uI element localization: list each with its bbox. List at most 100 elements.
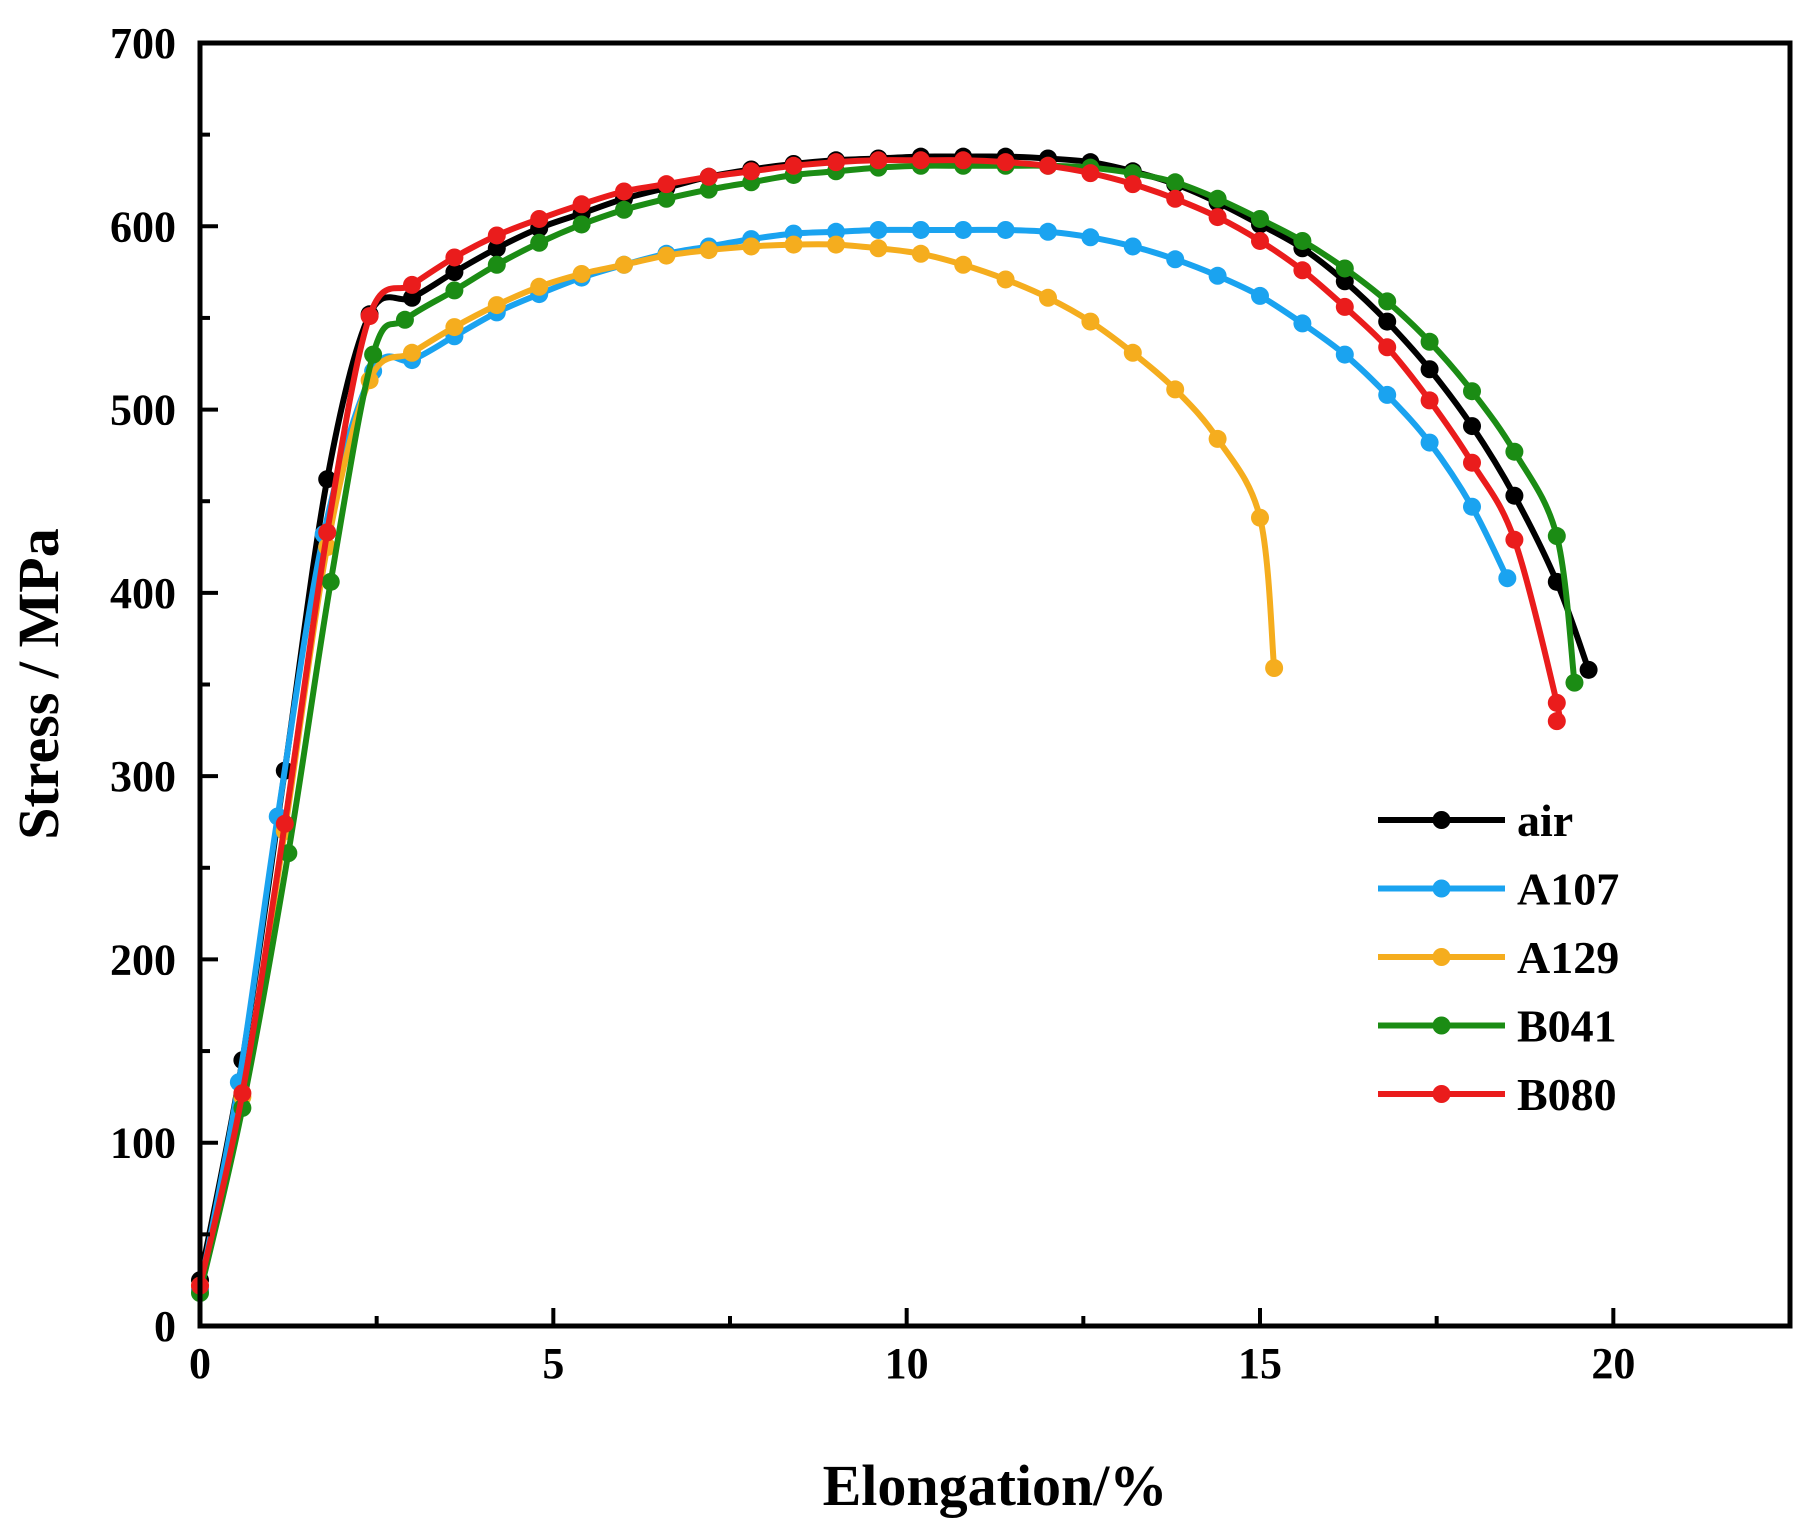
x-tick-label: 15 bbox=[1238, 1339, 1282, 1388]
data-point-a107 bbox=[954, 220, 973, 239]
data-point-air bbox=[1335, 272, 1354, 291]
data-point-b041 bbox=[657, 189, 676, 208]
legend-item-air: air bbox=[1378, 795, 1573, 846]
x-tick-label: 10 bbox=[885, 1339, 929, 1388]
data-point-a129 bbox=[784, 235, 803, 254]
data-point-b080 bbox=[1547, 693, 1566, 712]
x-tick-label: 20 bbox=[1591, 1339, 1635, 1388]
legend-swatch-marker bbox=[1432, 1085, 1451, 1103]
data-point-b080 bbox=[1039, 156, 1057, 175]
series-b041 bbox=[191, 156, 1584, 1303]
legend: air A107 A129 B041 B080 bbox=[1378, 795, 1619, 1120]
data-point-b041 bbox=[1565, 673, 1584, 692]
data-point-b080 bbox=[572, 195, 591, 214]
data-point-a107 bbox=[827, 222, 845, 241]
data-point-b041 bbox=[699, 180, 718, 199]
data-point-b080 bbox=[1123, 175, 1142, 194]
data-point-air bbox=[403, 288, 421, 307]
data-point-a129 bbox=[487, 296, 506, 315]
data-point-air bbox=[1463, 417, 1481, 436]
data-point-a129 bbox=[572, 264, 591, 283]
data-point-air bbox=[1378, 312, 1397, 331]
data-point-a129 bbox=[996, 270, 1015, 289]
data-point-a107 bbox=[1039, 222, 1057, 241]
data-point-b080 bbox=[318, 523, 337, 542]
data-point-b080 bbox=[1463, 453, 1481, 472]
data-point-b080 bbox=[1208, 208, 1227, 227]
data-point-a129 bbox=[1123, 343, 1142, 362]
data-point-b080 bbox=[1547, 712, 1566, 731]
data-point-b041 bbox=[1378, 292, 1397, 311]
data-point-b080 bbox=[954, 151, 973, 170]
data-point-a107 bbox=[1463, 497, 1481, 516]
data-point-a129 bbox=[1208, 429, 1227, 448]
data-point-b041 bbox=[1505, 442, 1524, 461]
data-point-a107 bbox=[996, 220, 1015, 239]
data-point-a107 bbox=[1251, 286, 1269, 305]
legend-label: B041 bbox=[1517, 1001, 1617, 1052]
legend-item-b080: B080 bbox=[1378, 1069, 1617, 1120]
data-point-b041 bbox=[1293, 231, 1312, 250]
legend-label: A107 bbox=[1517, 864, 1619, 915]
data-point-b041 bbox=[487, 255, 506, 274]
data-point-b080 bbox=[996, 153, 1015, 172]
y-tick-label: 200 bbox=[110, 935, 176, 984]
data-point-b080 bbox=[1335, 297, 1354, 316]
data-point-air bbox=[445, 263, 464, 282]
data-point-a129 bbox=[699, 241, 718, 260]
data-point-a129 bbox=[954, 255, 973, 274]
legend-label: B080 bbox=[1517, 1069, 1617, 1120]
data-point-b041 bbox=[1208, 189, 1227, 208]
data-point-b041 bbox=[1420, 332, 1439, 351]
legend-swatch-marker bbox=[1432, 1016, 1451, 1035]
legend-label: A129 bbox=[1517, 932, 1619, 983]
data-point-a129 bbox=[657, 246, 676, 265]
data-point-b080 bbox=[530, 209, 549, 228]
data-point-a129 bbox=[869, 239, 888, 258]
data-point-air bbox=[487, 239, 506, 258]
series-b080 bbox=[191, 151, 1566, 1295]
series-layer bbox=[191, 147, 1598, 1303]
x-axis-ticks: 0 5 10 15 20 bbox=[189, 1308, 1792, 1388]
data-point-b080 bbox=[275, 814, 294, 833]
x-tick-label: 5 bbox=[542, 1339, 564, 1388]
data-point-a129 bbox=[742, 237, 761, 256]
data-point-a107 bbox=[1166, 250, 1185, 269]
data-point-a129 bbox=[403, 343, 421, 362]
data-point-b080 bbox=[742, 162, 761, 181]
data-point-b041 bbox=[530, 233, 549, 252]
data-point-air bbox=[1579, 660, 1598, 679]
data-point-b080 bbox=[487, 226, 506, 245]
data-point-a129 bbox=[615, 255, 633, 274]
x-axis-title: Elongation/% bbox=[823, 1453, 1168, 1518]
data-point-a129 bbox=[530, 277, 549, 296]
data-point-b041 bbox=[364, 345, 383, 364]
data-point-a107 bbox=[1293, 314, 1312, 333]
legend-swatch-marker bbox=[1432, 811, 1451, 829]
legend-item-a107: A107 bbox=[1378, 864, 1619, 915]
data-point-b041 bbox=[1547, 527, 1566, 546]
data-point-air bbox=[1505, 486, 1524, 505]
y-tick-label: 500 bbox=[110, 386, 176, 435]
data-point-a129 bbox=[1039, 288, 1057, 307]
data-point-a107 bbox=[1378, 385, 1397, 404]
data-point-a107 bbox=[1208, 266, 1227, 285]
data-point-b080 bbox=[657, 175, 676, 194]
legend-swatch-marker bbox=[1432, 879, 1451, 898]
y-tick-label: 300 bbox=[110, 752, 176, 801]
data-point-b041 bbox=[1335, 259, 1354, 278]
data-point-b080 bbox=[1378, 338, 1397, 357]
y-tick-label: 0 bbox=[154, 1302, 176, 1351]
data-point-a129 bbox=[911, 244, 930, 263]
legend-swatch-marker bbox=[1432, 948, 1451, 966]
data-point-b041 bbox=[1463, 382, 1481, 401]
data-point-b080 bbox=[445, 248, 464, 267]
data-point-b041 bbox=[1166, 173, 1185, 192]
data-point-a107 bbox=[1498, 569, 1517, 588]
data-point-b041 bbox=[572, 215, 591, 234]
data-point-a129 bbox=[1251, 508, 1269, 527]
data-point-b080 bbox=[911, 151, 930, 170]
data-point-a129 bbox=[827, 235, 845, 254]
data-point-b080 bbox=[360, 307, 379, 326]
